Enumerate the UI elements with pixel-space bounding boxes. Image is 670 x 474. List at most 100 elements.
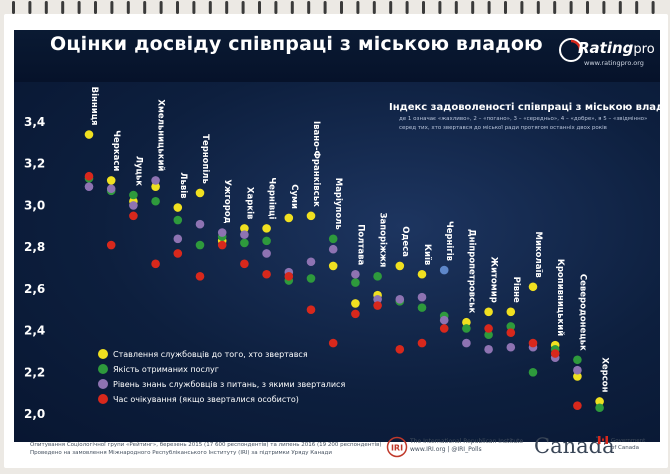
- city-label: Львів: [178, 172, 189, 198]
- data-point-red: [439, 324, 449, 333]
- data-point-red: [373, 301, 382, 310]
- spiral-ring-icon: [536, 1, 540, 14]
- data-point-purple: [217, 228, 227, 237]
- spiral-ring-icon: [340, 1, 343, 14]
- data-point-yellow: [240, 224, 249, 233]
- data-point-purple: [439, 315, 449, 325]
- spiral-ring-icon: [635, 1, 639, 14]
- data-point-green: [240, 238, 249, 248]
- brand-name-text: Rating: [578, 39, 634, 57]
- data-point-green: [462, 324, 471, 333]
- city-label: Суми: [289, 184, 299, 209]
- spiral-ring-icon: [159, 1, 163, 14]
- data-point-yellow: [573, 372, 582, 381]
- spiral-ring-icon: [77, 1, 81, 14]
- city-label: Харків: [244, 187, 255, 219]
- data-point-red: [528, 338, 538, 348]
- data-point-green: [373, 272, 382, 281]
- data-point-red: [106, 240, 116, 250]
- city-label: Івано-Франківськ: [311, 121, 322, 207]
- legend-marker-red: [98, 394, 108, 404]
- y-tick-label: 2,6: [24, 282, 45, 296]
- data-point-yellow: [484, 307, 493, 317]
- data-point-red: [550, 349, 560, 358]
- y-tick-label: 2,8: [24, 240, 45, 254]
- data-point-green: [573, 355, 582, 365]
- chart-subtitle-line: серед тих, хто звертався до міської ради…: [399, 125, 607, 131]
- spiral-ring-icon: [569, 1, 573, 14]
- spiral-ring-icon: [28, 1, 32, 14]
- data-point-red: [84, 171, 94, 181]
- spiral-ring-icon: [323, 1, 327, 14]
- spiral-ring-icon: [94, 1, 97, 14]
- data-point-purple: [373, 294, 382, 304]
- data-point-purple: [106, 184, 116, 194]
- data-point-yellow: [351, 299, 360, 308]
- chart-subtitle-line: де 1 означає «жахливо», 2 – «погано», 3 …: [399, 116, 647, 122]
- spiral-ring-icon: [274, 1, 278, 14]
- city-label: Маріуполь: [333, 178, 344, 230]
- data-point-yellow: [528, 282, 538, 292]
- y-tick-label: 2,2: [24, 365, 45, 379]
- legend-marker-green: [98, 364, 108, 374]
- data-point-red: [328, 338, 338, 348]
- city-label: Тернопіль: [200, 134, 211, 184]
- y-tick-label: 3,4: [24, 115, 45, 129]
- y-tick-label: 2,0: [24, 407, 45, 421]
- y-tick-label: 2,4: [24, 324, 45, 338]
- city-label: Дніпропетровськ: [466, 229, 477, 313]
- data-point-green: [506, 322, 516, 331]
- city-label: Кропивницький: [555, 259, 565, 336]
- data-point-purple: [395, 294, 405, 304]
- data-point-green: [528, 367, 538, 377]
- canada-flag-icon: [598, 436, 608, 444]
- spiral-ring-icon: [487, 1, 491, 14]
- city-label: Запоріжжя: [378, 212, 389, 267]
- spiral-ring-icon: [61, 1, 65, 14]
- brand-url: www.ratingpro.org: [584, 59, 644, 67]
- iri-contacts: www.IRI.org | @IRI_Polls: [410, 446, 482, 453]
- spiral-ring-icon: [504, 1, 507, 14]
- data-point-red: [395, 345, 405, 354]
- spiral-ring-icon: [208, 1, 212, 14]
- header-band: [14, 30, 660, 82]
- data-point-red: [195, 272, 205, 281]
- gov-line-1: Government: [611, 438, 646, 444]
- data-point-green: [351, 278, 360, 287]
- legend-label: Ставлення службовців до того, хто зверта…: [113, 350, 308, 359]
- spiral-ring-icon: [389, 1, 393, 14]
- spiral-ring-icon: [110, 1, 114, 14]
- data-point-yellow: [306, 211, 316, 221]
- page-title: Оцінки досвіду співпраці з міською владо…: [50, 33, 543, 55]
- city-label: Чернігів: [444, 221, 455, 261]
- spiral-ring-icon: [258, 1, 261, 14]
- data-point-green: [595, 403, 604, 413]
- data-point-purple: [173, 234, 183, 244]
- iri-logo-text: IRI: [391, 444, 403, 453]
- legend-label: Якість отриманих послуг: [113, 365, 219, 374]
- spiral-ring-icon: [454, 1, 458, 14]
- data-point-green: [306, 274, 316, 283]
- data-point-yellow: [173, 203, 183, 212]
- spiral-ring-icon: [586, 1, 589, 14]
- canada-wordmark: Canada: [534, 434, 615, 458]
- city-label: Чернівці: [267, 177, 278, 219]
- data-point-red: [284, 272, 294, 281]
- iri-block: IRI The International Republican Institu…: [386, 434, 536, 462]
- data-point-yellow: [506, 307, 516, 317]
- methodology-line-1: Опитування Соціологічної групи «Рейтинг»…: [30, 442, 382, 448]
- data-point-purple: [84, 182, 94, 191]
- city-label: Северодонецьк: [577, 274, 587, 351]
- iri-text: The International Republican Institute w…: [410, 438, 523, 454]
- city-label: Ужгород: [222, 179, 232, 223]
- spiral-ring-icon: [176, 1, 179, 14]
- legend-marker-yellow: [98, 349, 108, 359]
- chart-panel: [14, 82, 660, 442]
- data-point-purple: [462, 338, 471, 348]
- data-point-purple: [306, 257, 316, 267]
- y-tick-label: 3,0: [24, 198, 45, 212]
- city-label: Рівне: [511, 277, 522, 303]
- legend-label: Час очікування (якщо зверталися особисто…: [113, 395, 299, 404]
- data-point-blue: [439, 265, 449, 275]
